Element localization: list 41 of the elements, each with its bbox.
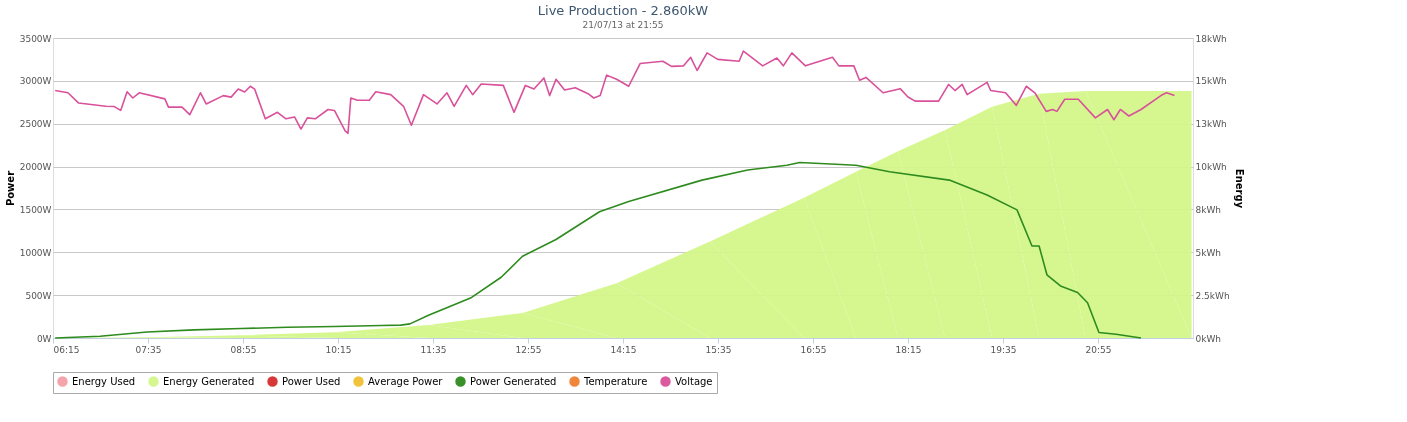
y-tick-label: 500W — [25, 290, 52, 301]
chart-title: Live Production - 2.860kW — [537, 3, 709, 18]
x-tick-label: 14:15 — [610, 344, 637, 355]
y-tick-label: 2000W — [19, 162, 52, 173]
y-tick-label: 3000W — [19, 76, 52, 87]
y2-tick-label: 5kWh — [1195, 247, 1222, 258]
y2-axis-title: Energy — [1233, 168, 1245, 209]
x-tick-label: 19:35 — [990, 344, 1017, 355]
x-tick-label: 08:55 — [230, 344, 257, 355]
legend-label: Power Used — [282, 375, 341, 387]
x-tick-label: 11:35 — [420, 344, 447, 355]
y2-tick-label: 15kWh — [1195, 76, 1227, 87]
y2-tick-label: 18kWh — [1195, 33, 1227, 44]
x-tick-label: 16:55 — [800, 344, 827, 355]
legend-label: Energy Used — [72, 375, 136, 387]
x-tick-label: 10:15 — [325, 344, 352, 355]
y2-tick-label: 0kWh — [1195, 333, 1222, 344]
legend-label: Power Generated — [470, 375, 557, 387]
legend-label: Temperature — [583, 375, 648, 387]
line-series — [54, 161, 1142, 339]
x-tick-label: 06:15 — [53, 344, 80, 355]
y-tick-label: 3500W — [19, 33, 52, 44]
x-tick-label: 15:35 — [705, 344, 732, 355]
y-tick-label: 1500W — [19, 204, 52, 215]
y2-tick-label: 2.5kWh — [1195, 290, 1230, 301]
y2-tick-label: 8kWh — [1195, 204, 1222, 215]
line-series — [54, 50, 1176, 135]
y2-tick-label: 10kWh — [1195, 162, 1227, 173]
chart-subtitle: 21/07/13 at 21:55 — [582, 20, 664, 30]
y-tick-label: 1000W — [19, 247, 52, 258]
y2-tick-label: 13kWh — [1195, 119, 1227, 130]
y-axis-title: Power — [4, 170, 16, 207]
y-tick-label: 2500W — [19, 119, 52, 130]
legend-label: Energy Generated — [163, 375, 255, 387]
y-tick-label: 0W — [36, 333, 52, 344]
x-tick-label: 07:35 — [135, 344, 162, 355]
x-tick-label: 12:55 — [515, 344, 542, 355]
x-tick-label: 20:55 — [1085, 344, 1112, 355]
legend-label: Voltage — [675, 375, 713, 387]
legend-label: Average Power — [368, 375, 444, 387]
x-tick-label: 18:15 — [895, 344, 922, 355]
